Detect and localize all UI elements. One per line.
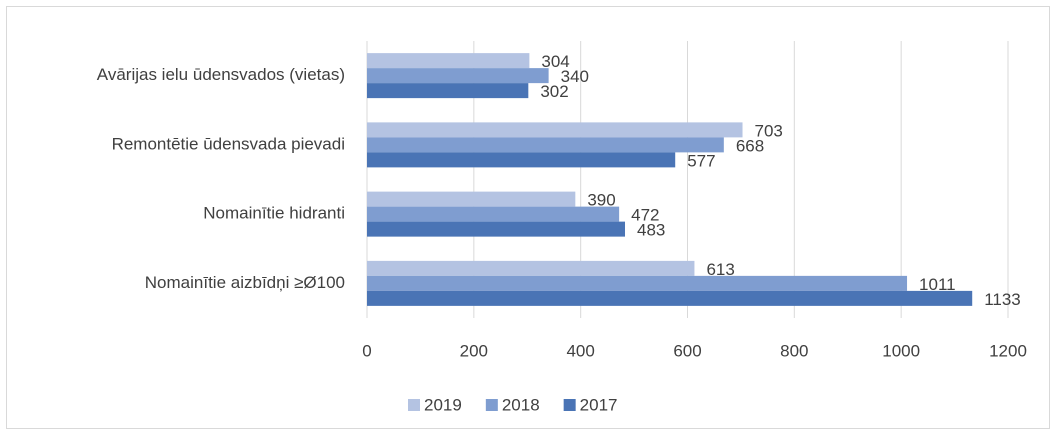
data-label: 304 [541,52,569,71]
bar [367,137,724,153]
y-tick-label: Nomainītie hidranti [203,204,345,223]
data-label: 668 [736,136,764,155]
y-tick-label: Remontētie ūdensvada pievadi [112,134,345,153]
x-tick-label: 1000 [882,341,920,360]
bar [367,53,530,69]
x-tick-label: 1200 [989,341,1027,360]
bar [367,290,973,306]
x-tick-label: 200 [460,341,488,360]
data-label: 340 [561,67,589,86]
legend-label: 2018 [502,395,540,414]
x-tick-label: 400 [566,341,594,360]
data-label: 483 [637,221,665,240]
x-tick-label: 0 [362,341,371,360]
legend-swatch [485,399,498,411]
data-label: 1011 [919,275,956,294]
bar [367,83,529,99]
legend-swatch [563,399,576,411]
x-tick-label: 600 [673,341,701,360]
data-label: 390 [587,191,615,210]
bar [367,260,695,276]
y-tick-label: Nomainītie aizbīdņi ≥Ø100 [145,273,345,292]
bar [367,191,576,207]
bar [367,68,549,84]
bar [367,152,676,168]
y-tick-label: Avārijas ielu ūdensvados (vietas) [97,65,345,84]
bar [367,206,620,222]
data-label: 302 [540,82,568,101]
legend-label: 2019 [424,395,462,414]
bar [367,122,743,138]
data-label: 613 [706,260,734,279]
legend-swatch [408,399,420,411]
data-label: 472 [631,206,659,225]
data-label: 1133 [984,290,1021,309]
bar [367,275,908,291]
bar [367,221,626,237]
x-tick-label: 800 [780,341,808,360]
data-label: 577 [687,151,715,170]
legend-label: 2017 [580,395,618,414]
data-label: 703 [755,121,783,140]
